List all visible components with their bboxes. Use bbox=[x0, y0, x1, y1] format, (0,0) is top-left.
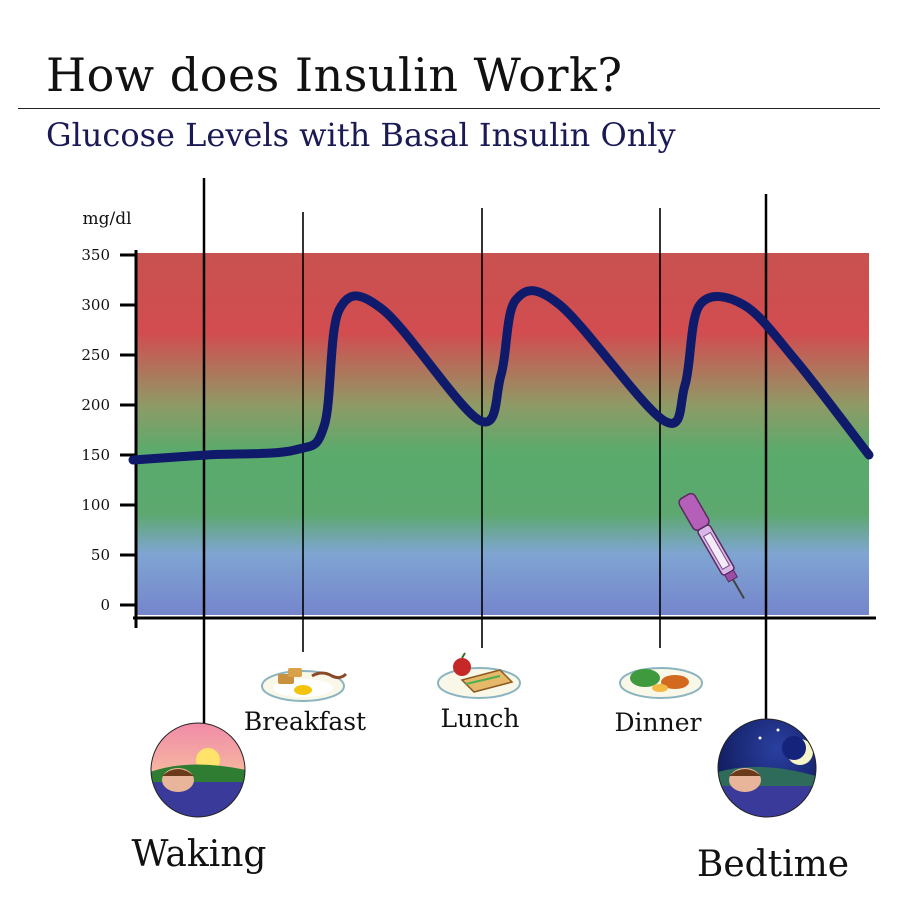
insulin-pen-icon bbox=[678, 492, 745, 599]
glucose-series-line bbox=[128, 286, 874, 465]
page-title: How does Insulin Work? bbox=[46, 48, 623, 102]
y-tick-label: 250 bbox=[81, 346, 110, 364]
y-axis-label: mg/dl bbox=[82, 209, 131, 229]
event-label-waking: Waking bbox=[132, 834, 267, 875]
event-label-bedtime: Bedtime bbox=[697, 844, 849, 885]
title-divider bbox=[18, 108, 880, 109]
event-label-breakfast: Breakfast bbox=[244, 707, 366, 736]
waking-sunrise-icon bbox=[150, 722, 246, 818]
y-tick-label: 200 bbox=[81, 396, 110, 414]
lunch-plate-icon bbox=[437, 652, 521, 699]
event-label-dinner: Dinner bbox=[615, 708, 702, 737]
y-ticks: 0 50 100 150 200 250 300 350 bbox=[81, 246, 136, 614]
y-tick-label: 0 bbox=[100, 596, 110, 614]
glucose-range-bands bbox=[136, 253, 869, 615]
page-subtitle: Glucose Levels with Basal Insulin Only bbox=[46, 116, 676, 154]
bedtime-moon-icon bbox=[717, 718, 817, 818]
breakfast-plate-icon bbox=[261, 668, 348, 702]
dinner-plate-icon bbox=[619, 667, 703, 699]
event-label-lunch: Lunch bbox=[441, 704, 520, 733]
y-tick-label: 150 bbox=[81, 446, 110, 464]
y-tick-label: 100 bbox=[81, 496, 110, 514]
y-tick-label: 300 bbox=[81, 296, 110, 314]
y-tick-label: 50 bbox=[91, 546, 110, 564]
y-tick-label: 350 bbox=[81, 246, 110, 264]
